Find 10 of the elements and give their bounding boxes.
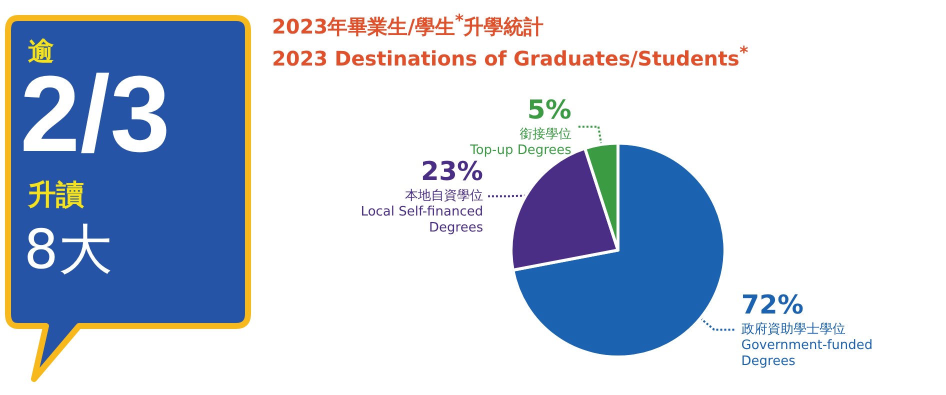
text: 升讀: [28, 177, 84, 213]
text: 8大: [24, 217, 112, 283]
chart-title: 2023年畢業生/學生$^{*}$升學統計: [272, 10, 545, 40]
slice-label: 銜接學位 Top-up Degrees: [469, 127, 572, 158]
data-label: 5%: [527, 96, 572, 126]
data-label: 72%: [741, 290, 804, 321]
slice-label: 本地自資學位 Local Self-financed Degrees: [360, 188, 484, 236]
slice-label: 政府資助學士學位 Government-funded Degrees: [741, 321, 873, 370]
chart-subtitle: 2023 Destinations of Graduates/Students$^{*}$: [272, 42, 748, 72]
data-label: 23%: [420, 157, 484, 188]
